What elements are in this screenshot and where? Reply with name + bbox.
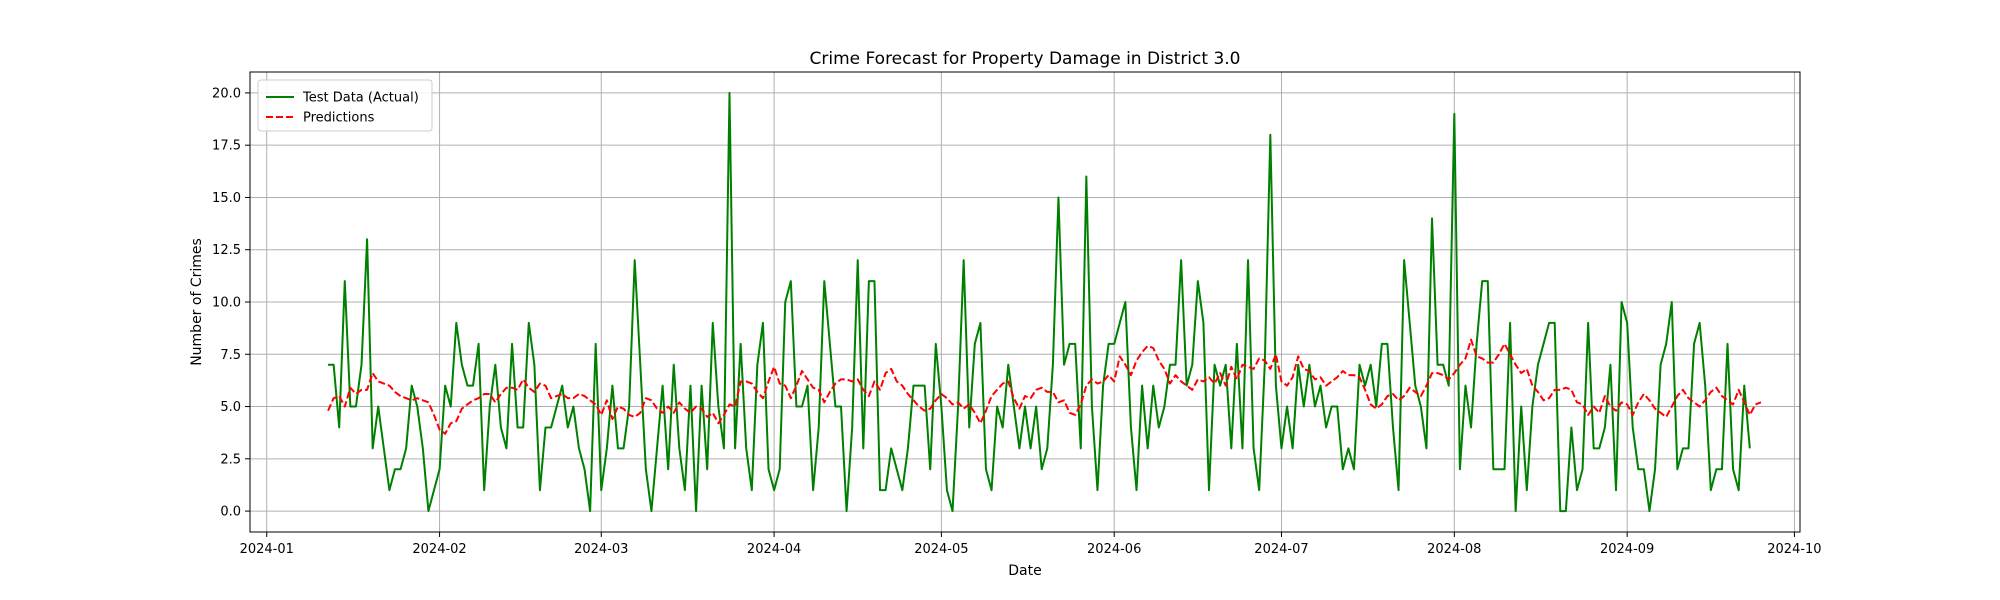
y-tick-label: 10.0 [212, 296, 241, 311]
x-tick-label: 2024-01 [240, 542, 294, 557]
x-tick-label: 2024-05 [914, 542, 968, 557]
x-tick-label: 2024-09 [1600, 542, 1654, 557]
y-tick-label: 17.5 [212, 139, 241, 154]
y-axis: 0.0 2.5 5.0 7.5 10.0 12.5 15.0 17.5 20.0 [212, 86, 250, 520]
y-tick-label: 7.5 [220, 348, 241, 363]
x-axis: 2024-01 2024-02 2024-03 2024-04 2024-05 2024-… [240, 532, 1822, 557]
legend-label: Predictions [303, 111, 375, 126]
y-tick-label: 20.0 [212, 86, 241, 101]
x-tick-label: 2024-02 [412, 542, 466, 557]
grid [250, 72, 1800, 532]
legend-label: Test Data (Actual) [302, 91, 419, 106]
y-tick-label: 2.5 [220, 452, 241, 467]
x-tick-label: 2024-04 [747, 542, 801, 557]
y-axis-label: Number of Crimes [189, 238, 205, 366]
series-line-predictions [327, 338, 1762, 435]
series-layer [327, 91, 1762, 513]
legend-box [257, 79, 433, 132]
x-axis-label: Date [1008, 563, 1041, 579]
chart-title: Crime Forecast for Property Damage in Di… [809, 49, 1240, 69]
legend: Test Data (Actual) Predictions [257, 79, 433, 132]
y-tick-label: 0.0 [220, 505, 241, 520]
x-tick-label: 2024-07 [1254, 542, 1308, 557]
plot-frame [249, 71, 1801, 533]
x-tick-label: 2024-10 [1767, 542, 1821, 557]
y-tick-label: 15.0 [212, 191, 241, 206]
y-tick-label: 12.5 [212, 243, 241, 258]
y-tick-label: 5.0 [220, 400, 241, 415]
x-tick-label: 2024-06 [1087, 542, 1141, 557]
x-tick-label: 2024-08 [1427, 542, 1481, 557]
x-tick-label: 2024-03 [574, 542, 628, 557]
series-line-actual [328, 91, 1751, 513]
